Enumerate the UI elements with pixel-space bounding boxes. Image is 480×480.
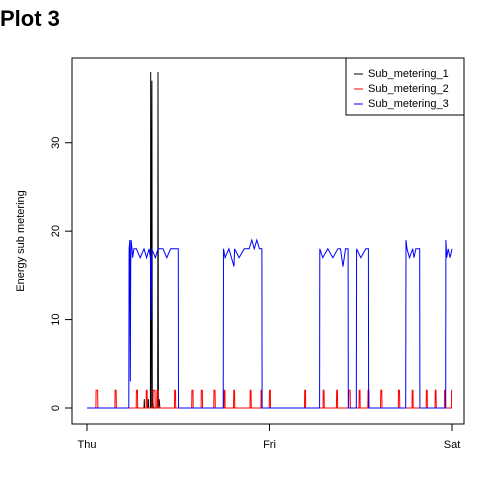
y-axis-label: Energy sub metering (15, 190, 27, 292)
x-tick-label-3: Sat (444, 439, 461, 451)
y-tick-label-1: 0 (50, 405, 62, 411)
plot-area (87, 71, 453, 409)
x-tick-label-2: Fri (263, 439, 276, 451)
series-line-2 (87, 389, 453, 409)
x-axis: Thu Fri Sat (78, 423, 461, 451)
page-title: Plot 3 (0, 6, 60, 31)
y-tick-label-2: 10 (50, 313, 62, 325)
legend-box (345, 57, 465, 116)
x-tick-label-1: Thu (78, 439, 97, 451)
y-tick-label-4: 30 (50, 137, 62, 149)
series-line-1 (87, 71, 452, 409)
legend-label-1: Sub_metering_1 (368, 68, 449, 80)
y-axis: 0 10 20 30 (50, 137, 73, 411)
legend: Sub_metering_1 Sub_metering_2 Sub_metering… (345, 57, 465, 116)
y-tick-label-3: 20 (50, 225, 62, 237)
series-line-3 (87, 238, 453, 409)
legend-label-2: Sub_metering_2 (368, 83, 449, 95)
legend-label-3: Sub_metering_3 (368, 98, 449, 110)
